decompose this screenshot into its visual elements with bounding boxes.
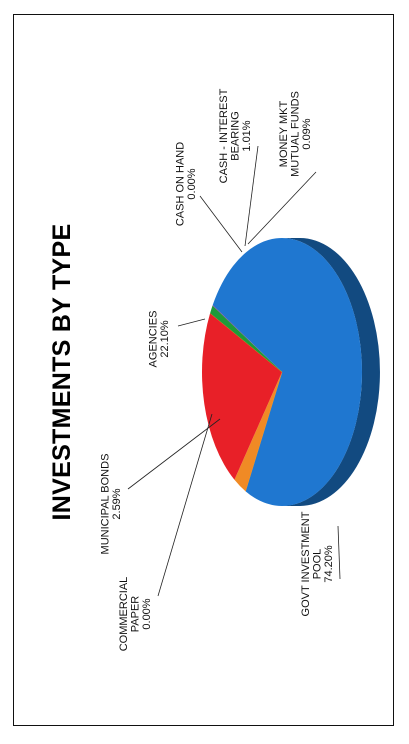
slice-label-3: AGENCIES 22.10% <box>148 311 206 368</box>
slice-value-0: 74.20% <box>323 545 335 583</box>
pie-plot <box>202 238 380 506</box>
leader-line-0 <box>337 525 341 580</box>
slice-name-0: GOVT INVESTMENT <box>300 511 312 616</box>
slice-label-5: CASH - INTEREST BEARING 1.01% <box>218 88 259 247</box>
slice-label-2: MUNICIPAL BONDS 2.59% <box>100 418 221 555</box>
leader-line-5 <box>244 145 259 247</box>
leader-line-6 <box>247 171 317 245</box>
slice-value-1: 0.00% <box>141 598 153 629</box>
slice-value-3: 22.10% <box>159 320 171 358</box>
slice-name-5: BEARING <box>230 111 242 161</box>
slice-value-6: 0.09% <box>301 118 313 149</box>
slice-name-5: CASH - INTEREST <box>218 88 230 183</box>
slice-name-3: AGENCIES <box>148 311 160 368</box>
slice-name-6: MUTUAL FUNDS <box>290 91 302 177</box>
pie-slice-3 <box>202 313 282 480</box>
pie-labels: GOVT INVESTMENT POOL 74.20% COMMERCIAL PAPER… <box>100 88 341 651</box>
slice-label-1: COMMERCIAL PAPER 0.00% <box>118 413 213 652</box>
slice-name-2: MUNICIPAL BONDS <box>100 454 112 555</box>
pie-slice-2 <box>234 372 282 492</box>
pie-slice-4 <box>209 312 283 373</box>
slice-name-4: CASH ON HAND <box>175 142 187 226</box>
leader-line-1 <box>157 413 213 597</box>
slice-value-4: 0.00% <box>186 168 198 199</box>
slice-label-0: GOVT INVESTMENT POOL 74.20% <box>300 511 341 616</box>
slice-name-1: COMMERCIAL <box>118 577 130 652</box>
leader-line-4 <box>199 195 243 253</box>
slice-label-4: CASH ON HAND 0.00% <box>175 142 243 253</box>
leader-line-3 <box>177 318 206 327</box>
chart-title: INVESTMENTS BY TYPE <box>48 224 76 521</box>
pie-slice-6 <box>212 305 282 372</box>
leader-line-2 <box>127 418 221 490</box>
slice-side-0 <box>282 238 380 506</box>
pie-slice-5 <box>210 305 282 372</box>
slice-value-2: 2.59% <box>111 488 123 519</box>
slice-value-5: 1.01% <box>241 120 253 151</box>
pie-slice-0 <box>212 238 362 506</box>
slice-name-0: POOL <box>312 549 324 580</box>
slice-name-1: PAPER <box>130 596 142 633</box>
slice-label-6: MONEY MKT MUTUAL FUNDS 0.09% <box>247 91 317 245</box>
slice-name-6: MONEY MKT <box>278 101 290 168</box>
